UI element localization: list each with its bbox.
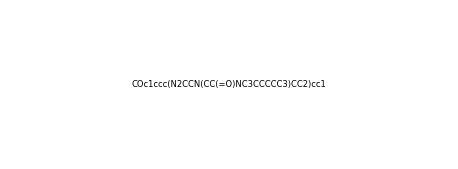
Text: COc1ccc(N2CCN(CC(=O)NC3CCCCC3)CC2)cc1: COc1ccc(N2CCN(CC(=O)NC3CCCCC3)CC2)cc1 [131, 80, 327, 89]
